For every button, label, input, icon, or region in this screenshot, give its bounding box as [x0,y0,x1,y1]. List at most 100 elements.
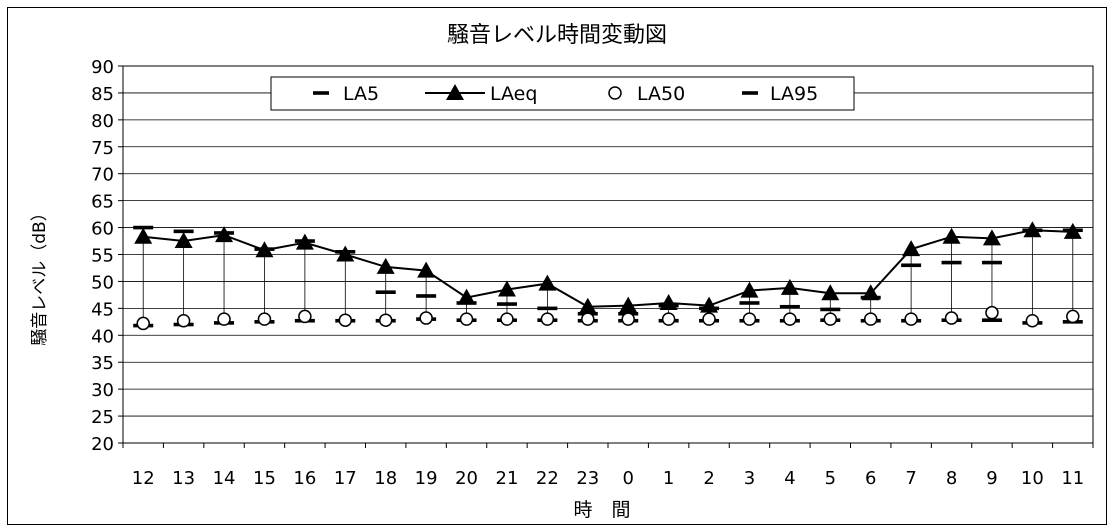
y-axis-label: 騒音レベル（dB） [30,204,50,345]
point-la50 [661,312,676,326]
x-tick-label: 16 [293,468,316,489]
x-tick-label: 3 [744,468,755,489]
x-axis-label: 時 間 [573,499,630,521]
point-laeq [659,293,678,310]
point-la50 [581,312,595,326]
point-la50 [459,312,474,326]
point-la5 [901,263,922,268]
x-tick-label: 0 [622,468,633,489]
legend-label-la50: LA50 [637,83,685,105]
x-tick-label: 15 [253,468,276,489]
x-tick-label: 8 [946,468,957,489]
point-laeq [740,281,759,298]
point-laeq [942,227,961,244]
legend-symbol-la50 [608,86,622,100]
x-tick-label: 10 [1021,468,1044,489]
point-la5 [941,260,962,265]
point-la50 [621,312,635,326]
series-marks [133,221,1083,331]
x-tick-label: 4 [784,468,795,489]
point-la50 [985,305,999,320]
point-la50 [904,312,918,326]
point-la5 [820,307,841,312]
x-tick-label: 23 [576,468,599,489]
point-laeq [295,233,314,250]
legend-label-la95: LA95 [770,83,818,105]
point-la50 [217,312,231,326]
point-la50 [702,312,716,326]
point-la50 [944,311,959,325]
point-laeq [578,297,597,314]
point-laeq [861,284,880,301]
point-la50 [176,313,191,328]
point-la5 [496,302,517,306]
point-la5 [375,290,396,294]
point-laeq [821,284,840,301]
y-tick-label: 50 [91,272,114,293]
legend-symbol-laeq [446,84,464,100]
point-laeq [174,232,193,249]
x-tick-label: 19 [415,468,438,489]
x-tick-label: 17 [334,468,357,489]
point-la50 [1066,309,1080,324]
legend-symbol-la95 [742,91,758,95]
x-tick-label: 5 [825,468,836,489]
point-la50 [338,313,353,327]
y-tick-label: 70 [91,165,114,186]
point-la50 [257,312,272,326]
x-tick-label: 6 [865,468,876,489]
point-laeq [376,257,395,274]
point-la5 [981,260,1002,265]
point-laeq [982,229,1001,246]
point-laeq [134,227,153,244]
point-laeq [902,240,921,257]
point-la50 [500,312,514,326]
point-la50 [298,309,312,324]
point-la50 [540,312,555,326]
y-tick-label: 35 [91,353,114,374]
y-tick-label: 90 [91,57,114,78]
x-tick-label: 21 [496,468,519,489]
point-la50 [136,316,150,331]
point-laeq [457,288,476,305]
point-la50 [783,312,797,326]
series-line-laeq [143,229,1073,308]
legend-label-la5: LA5 [343,83,379,105]
point-la50 [419,311,433,325]
x-tick-label: 1 [663,468,674,489]
x-axis-ticks: 12 13 14 15 16 17 18 19 20 21 22 23 0 1 2 3 4 5 6 7 8 9 10 11 [122,443,1094,489]
y-tick-label: 60 [91,219,114,240]
point-la50 [823,312,838,326]
point-laeq [619,296,638,313]
x-tick-label: 2 [703,468,714,489]
legend: LA5 LAeq LA50 LA95 [270,76,855,111]
point-laeq [417,261,436,278]
point-la5 [537,306,558,311]
point-laeq [700,296,719,313]
x-tick-label: 18 [374,468,397,489]
point-laeq [255,241,274,258]
point-laeq [1063,222,1082,239]
y-tick-label: 75 [91,138,114,159]
y-tick-label: 65 [91,192,114,213]
point-la5 [779,304,800,309]
x-tick-label: 9 [986,468,997,489]
point-la50 [378,313,393,327]
y-tick-label: 30 [91,380,114,401]
y-tick-label: 45 [91,299,114,320]
point-laeq [1023,221,1042,238]
point-la5 [173,229,194,234]
x-tick-label: 11 [1061,468,1084,489]
y-tick-label: 25 [91,407,114,428]
point-laeq [336,245,355,262]
point-laeq [497,280,516,297]
point-la50 [1025,313,1040,328]
point-la5 [739,301,760,305]
point-laeq [780,278,799,295]
chart-title: 騒音レベル時間変動図 [447,23,667,48]
point-laeq [215,226,234,243]
point-la50 [863,312,878,326]
point-laeq [538,274,557,291]
point-la95 [981,318,1002,323]
point-la5 [416,294,437,298]
